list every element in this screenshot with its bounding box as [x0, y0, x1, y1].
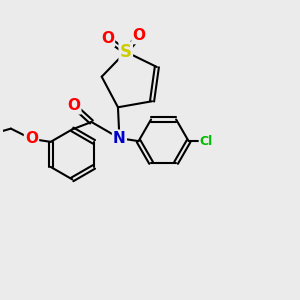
Text: O: O	[25, 131, 38, 146]
Text: O: O	[67, 98, 80, 113]
Text: O: O	[133, 28, 146, 43]
Text: N: N	[113, 131, 126, 146]
Text: O: O	[101, 31, 114, 46]
Text: Cl: Cl	[200, 135, 213, 148]
Text: S: S	[120, 43, 132, 61]
